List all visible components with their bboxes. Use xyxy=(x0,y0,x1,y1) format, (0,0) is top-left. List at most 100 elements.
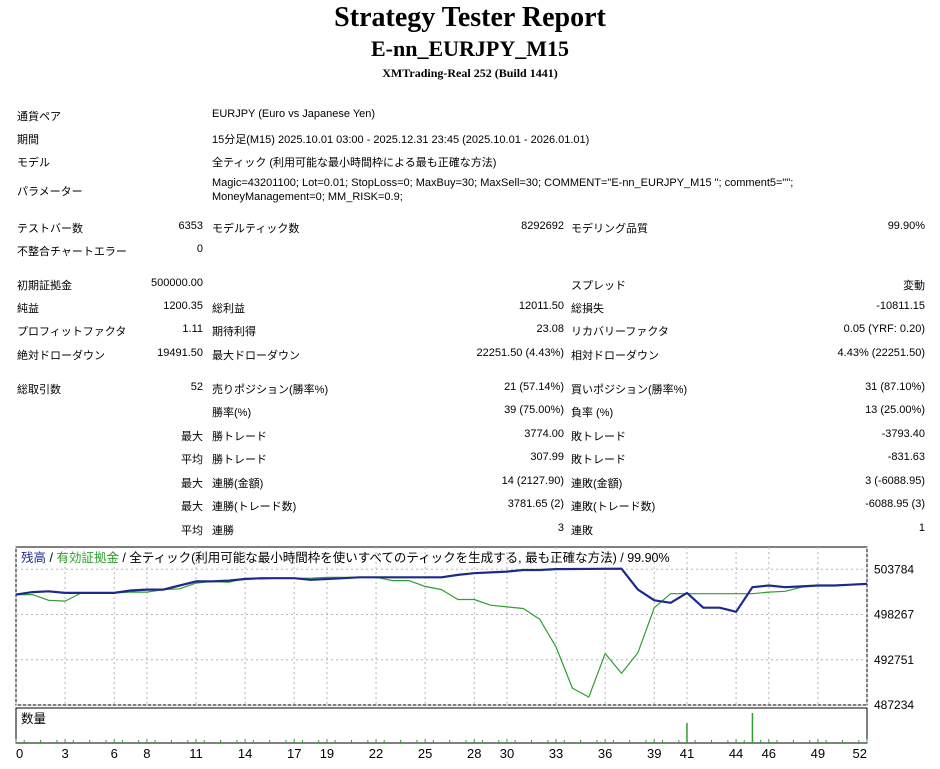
main-plot-frame xyxy=(15,546,868,706)
balance-chart-svg: 残高 / 有効証拠金 / 全ティック(利用可能な最小時間枠を使いすべてのティック… xyxy=(15,546,914,761)
cons-win-money-label: 連勝(金額) xyxy=(212,478,264,490)
avg-win-value: 307.99 xyxy=(530,451,564,463)
bars-value: 6353 xyxy=(178,220,203,232)
x-tick-label: 14 xyxy=(238,746,252,761)
profit-factor-label: プロフィットファクタ xyxy=(17,326,127,338)
recovery-factor-label: リカバリーファクタ xyxy=(571,326,669,338)
volume-label: 数量 xyxy=(21,711,46,726)
cons-loss-profit-label: 連敗(トレード数) xyxy=(571,501,656,513)
ticks-value: 8292692 xyxy=(521,220,564,232)
report-title: Strategy Tester Report xyxy=(334,2,606,33)
largest-win-value: 3774.00 xyxy=(524,428,564,440)
x-tick-label: 25 xyxy=(418,746,432,761)
rel-drawdown-label: 相対ドローダウン xyxy=(571,350,659,362)
chart-legend: 残高 / 有効証拠金 / 全ティック(利用可能な最小時間枠を使いすべてのティック… xyxy=(21,550,670,565)
long-positions-label: 買いポジション(勝率%) xyxy=(571,384,688,396)
largest-win-label: 勝トレード xyxy=(212,431,267,443)
x-tick-label: 33 xyxy=(549,746,563,761)
ticks-label: モデルティック数 xyxy=(212,223,300,235)
rel-drawdown-value: 4.43% (22251.50) xyxy=(837,347,925,359)
short-positions-label: 売りポジション(勝率%) xyxy=(212,384,329,396)
cons-win-profit-label: 連勝(トレード数) xyxy=(212,501,297,513)
win-rate-label: 勝率(%) xyxy=(212,407,252,419)
expected-payoff-value: 23.08 xyxy=(536,323,564,335)
largest-loss-label: 敗トレード xyxy=(571,431,626,443)
x-tick-label: 19 xyxy=(320,746,334,761)
balance-chart: 残高 / 有効証拠金 / 全ティック(利用可能な最小時間枠を使いすべてのティック… xyxy=(0,545,940,764)
avg-loss-value: -831.63 xyxy=(887,451,925,463)
win-rate-value: 39 (75.00%) xyxy=(504,404,564,416)
x-tick-label: 17 xyxy=(287,746,301,761)
parameters-line-2: MoneyManagement=0; MM_RISK=0.9; xyxy=(212,191,403,203)
avg-cons-win-value: 3 xyxy=(557,522,564,534)
gross-loss-label: 総損失 xyxy=(571,303,604,315)
legend-equity: 有効証拠金 xyxy=(56,550,119,565)
y-tick-label: 487234 xyxy=(874,698,914,712)
legend-balance: 残高 xyxy=(21,550,46,565)
x-tick-label: 36 xyxy=(598,746,612,761)
parameters-line-1: Magic=43201100; Lot=0.01; StopLoss=0; Ma… xyxy=(212,177,794,189)
x-tick-label: 39 xyxy=(647,746,661,761)
avg-loss-label: 敗トレード xyxy=(571,454,626,466)
x-tick-label: 30 xyxy=(500,746,514,761)
max-cons-profit-label: 最大 xyxy=(181,501,203,513)
avg-cons-loss-value: 1 xyxy=(918,522,925,534)
x-tick-label: 0 xyxy=(16,746,23,761)
gross-profit-label: 総利益 xyxy=(212,303,245,315)
mismatch-label: 不整合チャートエラー xyxy=(17,246,127,258)
symbol-label: 通貨ペア xyxy=(17,111,61,123)
max-drawdown-value: 22251.50 (4.43%) xyxy=(476,347,564,359)
spread-value: 変動 xyxy=(903,280,925,292)
server-info: XMTrading-Real 252 (Build 1441) xyxy=(382,66,558,80)
avg-cons-label: 平均 xyxy=(181,525,203,537)
x-tick-label: 44 xyxy=(729,746,743,761)
period-label: 期間 xyxy=(17,134,39,146)
mismatch-value: 0 xyxy=(196,243,203,255)
legend-model: / 全ティック(利用可能な最小時間枠を使いすべてのティックを生成する, 最も正確… xyxy=(119,550,670,565)
max-cons-money-label: 最大 xyxy=(181,478,203,490)
cons-loss-money-label: 連敗(金額) xyxy=(571,478,623,490)
net-profit-value: 1200.35 xyxy=(163,300,203,312)
avg-cons-win-label: 連勝 xyxy=(212,525,234,537)
short-positions-value: 21 (57.14%) xyxy=(504,381,564,393)
y-tick-label: 492751 xyxy=(874,653,914,667)
x-tick-label: 41 xyxy=(680,746,694,761)
cons-win-money-value: 14 (2127.90) xyxy=(501,475,564,487)
x-tick-label: 52 xyxy=(853,746,867,761)
legend-separator: / xyxy=(46,551,56,565)
total-trades-value: 52 xyxy=(190,381,203,393)
cons-loss-money-value: 3 (-6088.95) xyxy=(865,475,925,487)
loss-rate-value: 13 (25.00%) xyxy=(865,404,925,416)
long-positions-value: 31 (87.10%) xyxy=(865,381,925,393)
cons-win-profit-value: 3781.65 (2) xyxy=(507,498,564,510)
quality-label: モデリング品質 xyxy=(571,223,648,235)
x-tick-label: 46 xyxy=(762,746,776,761)
x-tick-label: 3 xyxy=(61,746,68,761)
net-profit-label: 純益 xyxy=(17,303,39,315)
x-tick-label: 11 xyxy=(189,746,203,761)
cons-loss-profit-value: -6088.95 (3) xyxy=(865,498,925,510)
symbol-value: EURJPY (Euro vs Japanese Yen) xyxy=(212,108,376,120)
x-tick-label: 28 xyxy=(467,746,481,761)
x-tick-label: 22 xyxy=(369,746,383,761)
abs-drawdown-label: 絶対ドローダウン xyxy=(17,350,105,362)
x-tick-label: 6 xyxy=(111,746,118,761)
x-tick-label: 49 xyxy=(811,746,825,761)
deposit-label: 初期証拠金 xyxy=(17,280,72,292)
largest-label: 最大 xyxy=(181,431,203,443)
y-tick-label: 503784 xyxy=(874,562,914,576)
parameters-label: パラメーター xyxy=(17,186,83,198)
abs-drawdown-value: 19491.50 xyxy=(157,347,203,359)
period-value: 15分足(M15) 2025.10.01 03:00 - 2025.12.31 … xyxy=(212,134,590,146)
expected-payoff-label: 期待利得 xyxy=(212,326,256,338)
loss-rate-label: 負率 (%) xyxy=(571,407,614,419)
spread-label: スプレッド xyxy=(571,280,626,292)
max-drawdown-label: 最大ドローダウン xyxy=(212,350,300,362)
average-label: 平均 xyxy=(181,454,203,466)
quality-value: 99.90% xyxy=(887,220,925,232)
balance-line xyxy=(15,567,868,613)
model-value: 全ティック (利用可能な最小時間枠による最も正確な方法) xyxy=(212,157,497,169)
recovery-factor-value: 0.05 (YRF: 0.20) xyxy=(843,323,925,335)
volume-plot-frame xyxy=(15,707,868,744)
profit-factor-value: 1.11 xyxy=(182,323,203,335)
